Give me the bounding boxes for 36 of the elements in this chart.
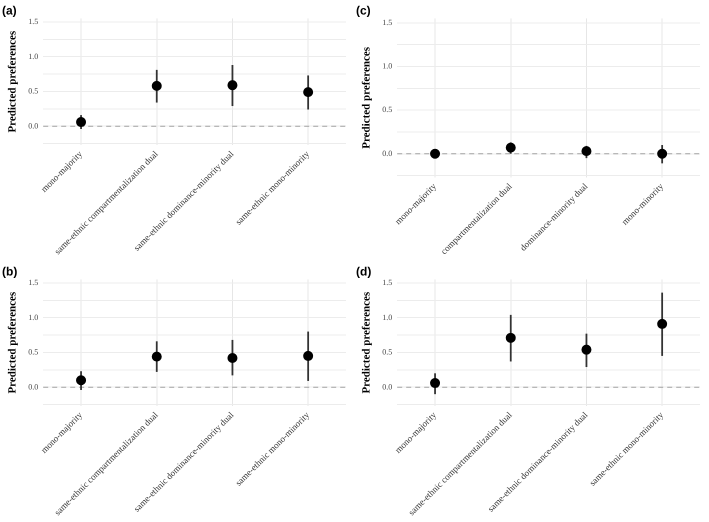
chart-title: (c) bbox=[356, 4, 371, 18]
point bbox=[430, 378, 440, 388]
y-tick-label: 0.0 bbox=[28, 382, 38, 392]
point bbox=[657, 318, 668, 329]
y-tick-label: 0.0 bbox=[382, 148, 392, 158]
point bbox=[152, 80, 162, 91]
y-tick-label: 0.5 bbox=[28, 86, 38, 96]
chart-title: (a) bbox=[2, 4, 17, 18]
y-axis-title: Predicted preferences bbox=[6, 291, 18, 394]
y-tick-label: 0.5 bbox=[28, 348, 38, 357]
point bbox=[76, 117, 86, 128]
point bbox=[303, 87, 314, 98]
y-tick-label: 0.0 bbox=[382, 382, 392, 392]
y-axis-title: Predicted preferences bbox=[360, 46, 372, 149]
point bbox=[227, 353, 238, 363]
y-tick-label: 1.5 bbox=[382, 278, 392, 287]
chart-title: (b) bbox=[2, 264, 18, 279]
point bbox=[76, 375, 86, 386]
y-tick-label: 0.0 bbox=[28, 121, 38, 130]
y-tick-label: 1.0 bbox=[382, 312, 392, 322]
y-axis-title: Predicted preferences bbox=[6, 30, 18, 133]
y-tick-label: 1.0 bbox=[28, 52, 38, 61]
point bbox=[506, 332, 516, 343]
y-tick-label: 0.5 bbox=[382, 348, 392, 357]
point bbox=[227, 80, 238, 90]
point bbox=[152, 352, 162, 362]
y-tick-label: 1.5 bbox=[382, 18, 392, 27]
y-tick-label: 1.5 bbox=[28, 278, 38, 287]
y-tick-label: 1.0 bbox=[382, 62, 392, 71]
chart-title: (d) bbox=[356, 264, 372, 279]
y-tick-label: 1.5 bbox=[28, 16, 38, 26]
point bbox=[581, 344, 592, 355]
y-tick-label: 1.0 bbox=[28, 312, 38, 322]
y-tick-label: 0.5 bbox=[382, 105, 392, 114]
point bbox=[303, 350, 314, 361]
y-axis-title: Predicted preferences bbox=[360, 291, 372, 394]
